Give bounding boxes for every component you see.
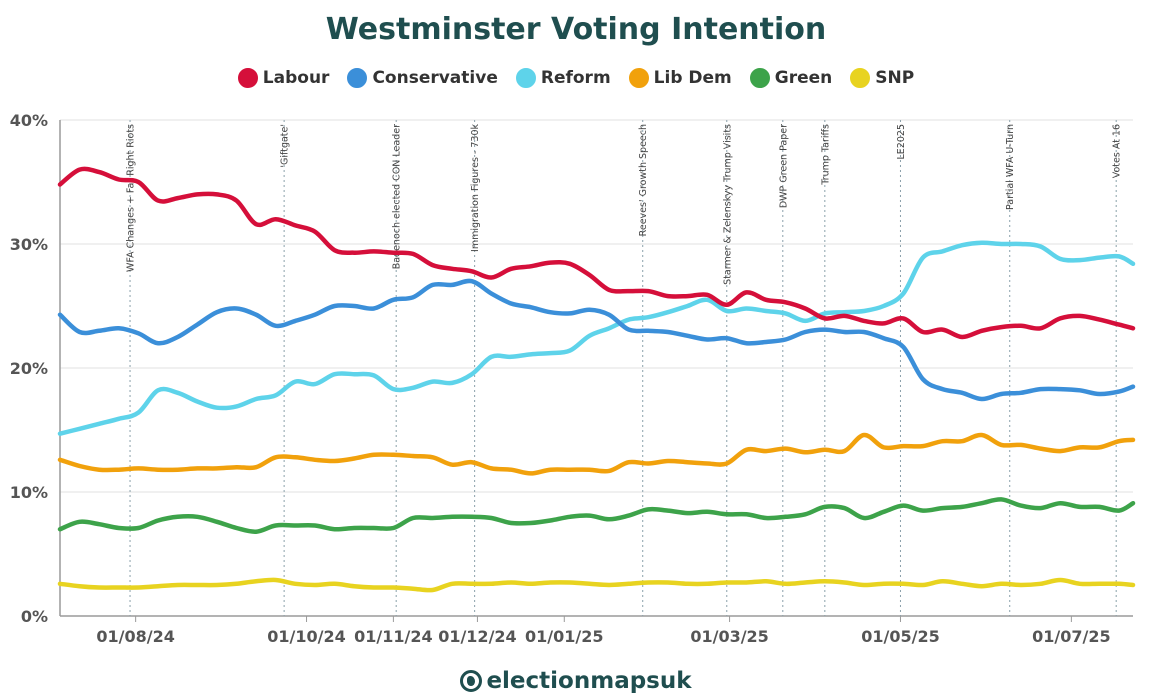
y-tick-label: 30% bbox=[10, 235, 48, 254]
legend-swatch bbox=[850, 68, 871, 88]
legend: Labour Conservative Reform Lib Dem Green SNP bbox=[0, 68, 1152, 88]
event-label: Trump Tariffs bbox=[820, 124, 831, 186]
legend-label: Labour bbox=[262, 68, 330, 88]
series-line-labour bbox=[57, 166, 1136, 340]
series-line-conservative bbox=[57, 278, 1136, 402]
x-tick-label: 01/05/25 bbox=[861, 627, 939, 646]
event-label: 'Giftgate' bbox=[280, 124, 291, 168]
series-line-lib-dem bbox=[57, 432, 1136, 476]
legend-swatch bbox=[628, 68, 649, 88]
chart-title: Westminster Voting Intention bbox=[325, 12, 827, 47]
legend-item-conservative[interactable]: Conservative bbox=[347, 68, 498, 88]
x-tick-label: 01/08/24 bbox=[96, 627, 174, 646]
event-label: DWP Green Paper bbox=[778, 124, 789, 208]
legend-label: Conservative bbox=[372, 68, 498, 88]
x-tick-label: 01/03/25 bbox=[690, 627, 768, 646]
y-tick-label: 0% bbox=[21, 607, 48, 626]
legend-label: Reform bbox=[540, 68, 611, 88]
brand-name: electionmapsuk bbox=[486, 668, 692, 694]
legend-item-labour[interactable]: Labour bbox=[237, 68, 330, 88]
legend-item-green[interactable]: Green bbox=[749, 68, 833, 88]
legend-swatch bbox=[515, 68, 536, 88]
series-line-green bbox=[57, 497, 1136, 534]
legend-swatch bbox=[749, 68, 770, 88]
event-label: Badenoch elected CON Leader bbox=[392, 124, 403, 269]
footer-logo: electionmapsuk bbox=[0, 668, 1152, 694]
x-tick-label: 01/12/24 bbox=[438, 627, 516, 646]
legend-item-reform[interactable]: Reform bbox=[515, 68, 611, 88]
event-label: Starmer & Zelenskyy Trump Visits bbox=[722, 124, 733, 285]
x-tick-label: 01/01/25 bbox=[525, 627, 603, 646]
y-tick-label: 10% bbox=[10, 483, 48, 502]
x-tick-label: 01/11/24 bbox=[354, 627, 432, 646]
x-tick-label: 01/10/24 bbox=[267, 627, 345, 646]
legend-label: Green bbox=[774, 68, 833, 88]
event-label: Votes At 16 bbox=[1112, 124, 1123, 178]
legend-swatch bbox=[237, 68, 258, 88]
legend-item-snp[interactable]: SNP bbox=[850, 68, 914, 88]
y-tick-label: 20% bbox=[10, 359, 48, 378]
y-tick-label: 40% bbox=[10, 111, 48, 130]
globe-logo-icon bbox=[460, 670, 483, 692]
legend-label: SNP bbox=[875, 68, 915, 88]
event-label: Immigration Figures - 730k bbox=[470, 124, 481, 252]
series-line-snp bbox=[57, 577, 1136, 593]
event-label: WFA Changes + Far Right Riots bbox=[126, 124, 137, 272]
legend-label: Lib Dem bbox=[653, 68, 732, 88]
x-tick-label: 01/07/25 bbox=[1032, 627, 1110, 646]
event-label: Reeves' Growth Speech bbox=[638, 124, 649, 236]
legend-item-lib-dem[interactable]: Lib Dem bbox=[628, 68, 732, 88]
series-line-reform bbox=[57, 240, 1136, 436]
event-label: LE2025 bbox=[896, 124, 907, 159]
legend-swatch bbox=[347, 68, 368, 88]
event-label: Partial WFA U-Turn bbox=[1005, 124, 1016, 210]
